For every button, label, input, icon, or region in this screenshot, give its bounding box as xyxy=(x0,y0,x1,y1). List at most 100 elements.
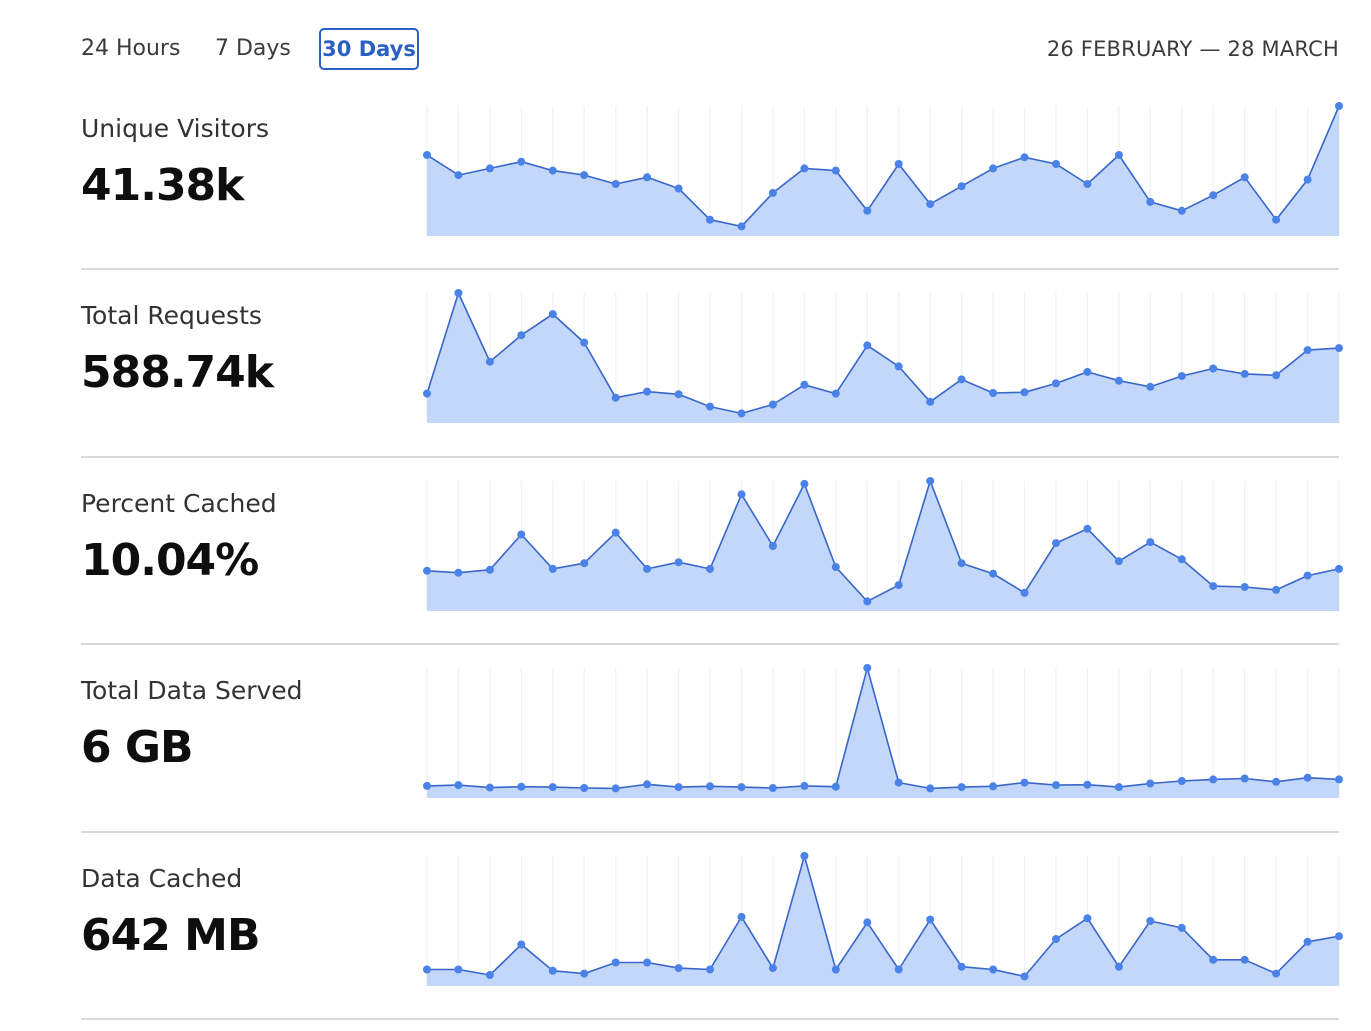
metric-value: 6 GB xyxy=(81,722,194,773)
data-point xyxy=(423,389,431,398)
data-point xyxy=(831,782,840,791)
data-point xyxy=(423,965,431,974)
data-point xyxy=(548,783,557,792)
data-point xyxy=(706,965,714,974)
data-point xyxy=(768,188,777,197)
data-point xyxy=(1020,972,1029,981)
data-point xyxy=(1114,962,1123,971)
metric-total-requests: Total Requests 588.74k xyxy=(81,281,1343,468)
data-point xyxy=(485,565,494,574)
data-point xyxy=(454,965,463,974)
data-point xyxy=(1209,364,1218,373)
data-point xyxy=(548,310,557,319)
tab-24-hours[interactable]: 24 Hours xyxy=(81,36,181,61)
area-fill xyxy=(427,668,1339,798)
data-point xyxy=(800,781,809,790)
data-point xyxy=(423,151,431,159)
data-point xyxy=(957,375,966,384)
data-point xyxy=(957,182,966,191)
data-point xyxy=(611,528,620,537)
data-point xyxy=(894,778,903,787)
tab-30-days[interactable]: 30 Days xyxy=(319,28,419,70)
data-point xyxy=(1177,372,1186,380)
data-point xyxy=(957,559,966,568)
data-point xyxy=(485,971,494,979)
data-point xyxy=(989,569,998,578)
data-point xyxy=(863,597,872,606)
series-line xyxy=(426,105,1340,228)
data-point xyxy=(894,581,903,590)
data-point xyxy=(863,206,872,215)
data-point xyxy=(485,357,494,366)
metric-label: Data Cached xyxy=(81,864,243,893)
total-requests-chart xyxy=(423,289,1343,423)
data-point xyxy=(1052,935,1060,943)
data-point xyxy=(423,566,431,575)
data-point xyxy=(1272,215,1281,224)
data-point xyxy=(1303,175,1312,184)
data-point xyxy=(926,784,935,793)
data-point xyxy=(1146,538,1155,547)
tab-7-days[interactable]: 7 Days xyxy=(215,36,291,61)
data-point xyxy=(643,780,652,789)
data-point xyxy=(989,164,998,173)
data-point xyxy=(1303,571,1312,580)
data-point xyxy=(674,390,683,399)
metric-data-cached: Data Cached 642 MB xyxy=(81,844,1343,1031)
data-point xyxy=(737,409,746,418)
data-point xyxy=(1209,775,1218,784)
divider xyxy=(81,456,1339,458)
data-point xyxy=(1335,932,1343,941)
series-line xyxy=(426,667,1340,790)
data-point xyxy=(863,918,872,927)
data-point xyxy=(611,180,620,188)
data-point xyxy=(800,164,809,173)
metric-unique-visitors: Unique Visitors 41.38k xyxy=(81,94,1343,281)
data-point xyxy=(706,402,714,411)
data-point xyxy=(1240,369,1249,378)
data-point xyxy=(831,965,840,974)
data-point xyxy=(1020,153,1029,162)
data-point xyxy=(454,171,463,180)
data-point xyxy=(580,784,589,792)
data-point xyxy=(517,331,526,340)
data-point xyxy=(863,664,872,672)
data-point xyxy=(1114,151,1123,159)
data-point xyxy=(485,783,494,792)
data-point xyxy=(580,171,589,180)
data-point xyxy=(611,784,620,793)
data-point xyxy=(989,965,998,974)
data-point xyxy=(1083,524,1092,533)
data-point xyxy=(548,166,557,175)
data-point xyxy=(643,387,652,396)
series-line xyxy=(426,480,1340,603)
data-point xyxy=(989,389,998,397)
data-point xyxy=(1272,969,1281,978)
divider xyxy=(81,1018,1339,1020)
data-point xyxy=(1114,557,1123,566)
data-point xyxy=(1335,344,1343,353)
data-point xyxy=(957,783,966,792)
data-point xyxy=(1146,382,1155,391)
percent-cached-chart xyxy=(423,477,1343,611)
data-point xyxy=(1146,917,1155,925)
data-point xyxy=(485,164,494,173)
data-point xyxy=(957,962,966,971)
data-point xyxy=(580,338,589,347)
data-point xyxy=(674,964,683,973)
data-point xyxy=(737,222,746,231)
data-point xyxy=(580,969,589,978)
data-point xyxy=(1020,588,1029,597)
data-point xyxy=(454,568,463,577)
data-point xyxy=(517,157,526,166)
data-point xyxy=(800,479,809,488)
data-point xyxy=(768,964,777,973)
data-point xyxy=(926,397,935,406)
data-point xyxy=(737,490,746,499)
data-point xyxy=(894,965,903,974)
data-point xyxy=(1209,582,1218,591)
data-point xyxy=(831,563,840,571)
data-point xyxy=(926,915,935,924)
data-point xyxy=(1177,206,1186,215)
data-point xyxy=(643,958,652,967)
